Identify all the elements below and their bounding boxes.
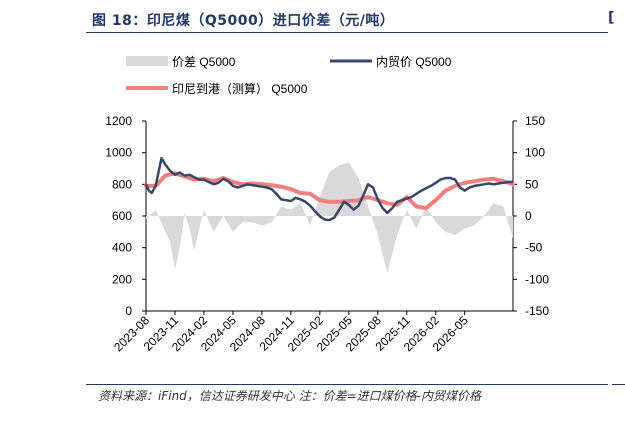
chart-legend: 价差 Q5000 内贸价 Q5000 印尼到港（测算） Q5000 — [126, 55, 452, 96]
diff-area-layer — [146, 162, 513, 273]
y-left-tick-label: 400 — [112, 241, 132, 255]
y-right-tick-label: 150 — [525, 114, 545, 128]
y-right-tick-label: -150 — [525, 304, 549, 318]
y-left-tick-label: 1000 — [105, 146, 132, 160]
legend-label-diff: 价差 Q5000 — [172, 55, 236, 69]
series-import-line — [144, 171, 515, 211]
chart-axes — [142, 120, 517, 315]
legend-label-import: 印尼到港（测算） Q5000 — [172, 81, 308, 96]
y-left-tick-label: 0 — [125, 304, 132, 318]
legend-label-domestic: 内贸价 Q5000 — [376, 55, 452, 69]
adjacent-figure-rule — [612, 384, 625, 385]
adjacent-figure-edge-mark: [ — [608, 10, 615, 26]
legend-swatch-diff — [126, 56, 168, 66]
y-left-tick-label: 200 — [112, 272, 132, 286]
y-right-tick-label: 0 — [525, 209, 532, 223]
y-right-tick-label: 100 — [525, 146, 545, 160]
y-right-tick-label: 50 — [525, 177, 539, 191]
y-left-tick-label: 800 — [112, 177, 132, 191]
series-diff-area — [146, 162, 513, 273]
figure-title: 图 18：印尼煤（Q5000）进口价差（元/吨） — [92, 13, 395, 29]
source-divider — [86, 384, 608, 385]
series-domestic-line — [144, 156, 513, 222]
line-layer — [144, 156, 515, 222]
y-left-tick-label: 600 — [112, 209, 132, 223]
y-right-tick-label: -50 — [525, 241, 543, 255]
source-note: 资料来源：iFind，信达证券研发中心 注：价差=进口煤价格-内贸煤价格 — [98, 389, 481, 403]
y-right-tick-label: -100 — [525, 272, 549, 286]
title-divider — [86, 32, 608, 33]
y-left-tick-label: 1200 — [105, 114, 132, 128]
